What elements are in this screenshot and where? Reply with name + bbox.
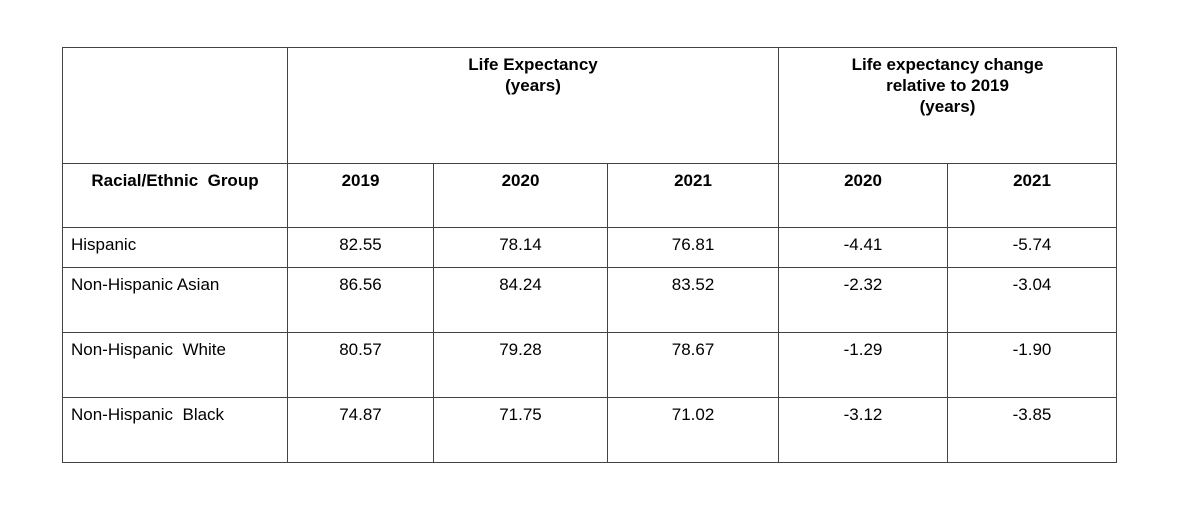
col-header-2020-change: 2020: [778, 163, 949, 228]
table-row-non-hispanic-asian: Non-Hispanic Asian 86.56 84.24 83.52 -2.…: [62, 267, 1118, 333]
row-label-non-hispanic-asian: Non-Hispanic Asian: [62, 267, 288, 333]
column-header-row: Racial/Ethnic Group 2019 2020 2021 2020 …: [62, 163, 1118, 228]
col-header-2021-life-expectancy: 2021: [606, 163, 780, 228]
cell-nh-black-le-2019: 74.87: [287, 397, 434, 463]
row-label-non-hispanic-white: Non-Hispanic White: [62, 332, 288, 398]
cell-hispanic-change-2021: -5.74: [947, 227, 1118, 268]
life-expectancy-table: Life Expectancy (years) Life expectancy …: [62, 47, 1118, 463]
table-row-hispanic: Hispanic 82.55 78.14 76.81 -4.41 -5.74: [62, 227, 1118, 268]
cell-hispanic-le-2021: 76.81: [606, 227, 780, 268]
cell-nh-black-change-2021: -3.85: [947, 397, 1118, 463]
table-row-non-hispanic-white: Non-Hispanic White 80.57 79.28 78.67 -1.…: [62, 332, 1118, 398]
col-header-2020-life-expectancy: 2020: [433, 163, 608, 228]
cell-nh-black-le-2020: 71.75: [433, 397, 608, 463]
col-header-racial-ethnic-group: Racial/Ethnic Group: [62, 163, 288, 228]
cell-nh-asian-le-2019: 86.56: [287, 267, 434, 333]
cell-nh-black-change-2020: -3.12: [778, 397, 949, 463]
cell-hispanic-change-2020: -4.41: [778, 227, 949, 268]
cell-hispanic-le-2020: 78.14: [433, 227, 608, 268]
cell-nh-white-le-2019: 80.57: [287, 332, 434, 398]
group-header-row: Life Expectancy (years) Life expectancy …: [62, 47, 1118, 164]
cell-nh-white-change-2021: -1.90: [947, 332, 1118, 398]
cell-hispanic-le-2019: 82.55: [287, 227, 434, 268]
row-label-non-hispanic-black: Non-Hispanic Black: [62, 397, 288, 463]
cell-nh-asian-le-2020: 84.24: [433, 267, 608, 333]
cell-nh-white-le-2021: 78.67: [606, 332, 780, 398]
cell-nh-white-le-2020: 79.28: [433, 332, 608, 398]
cell-nh-black-le-2021: 71.02: [606, 397, 780, 463]
row-label-hispanic: Hispanic: [62, 227, 288, 268]
table-row-non-hispanic-black: Non-Hispanic Black 74.87 71.75 71.02 -3.…: [62, 397, 1118, 463]
cell-nh-asian-change-2021: -3.04: [947, 267, 1118, 333]
cell-nh-asian-change-2020: -2.32: [778, 267, 949, 333]
corner-cell: [62, 47, 288, 164]
group-header-life-expectancy: Life Expectancy (years): [286, 47, 780, 164]
cell-nh-white-change-2020: -1.29: [778, 332, 949, 398]
group-header-change-relative-2019: Life expectancy change relative to 2019 …: [778, 47, 1118, 164]
col-header-2019-life-expectancy: 2019: [287, 163, 434, 228]
cell-nh-asian-le-2021: 83.52: [606, 267, 780, 333]
col-header-2021-change: 2021: [947, 163, 1118, 228]
